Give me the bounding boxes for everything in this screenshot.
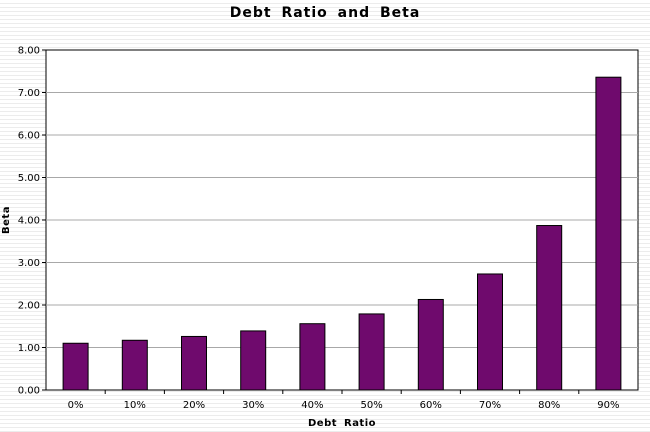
y-tick-label: 5.00 (18, 173, 40, 184)
bars (62, 76, 622, 391)
bar-50% (358, 313, 385, 391)
x-tick-label: 70% (479, 400, 501, 411)
bar-30% (240, 330, 267, 391)
bar-80% (536, 225, 563, 391)
y-tick-label: 4.00 (18, 216, 40, 227)
bar-40% (299, 323, 326, 391)
x-tick-label: 60% (420, 400, 442, 411)
y-axis-title: Beta (1, 206, 12, 234)
x-axis-title: Debt Ratio (308, 418, 376, 429)
y-tick-label: 6.00 (18, 131, 40, 142)
x-tick-label: 50% (360, 400, 382, 411)
chart-title: Debt Ratio and Beta (229, 5, 421, 21)
x-tick-label: 10% (124, 400, 146, 411)
y-axis-ticks: 0.00 1.00 2.00 3.00 4.00 5.00 6.00 7.00 8.00 (18, 46, 46, 397)
y-tick-label: 8.00 (18, 46, 40, 57)
x-tick-label: 90% (597, 400, 619, 411)
x-tick-label: 80% (538, 400, 560, 411)
y-tick-label: 0.00 (18, 386, 40, 397)
bar-20% (181, 335, 207, 391)
y-tick-label: 1.00 (18, 343, 40, 354)
x-tick-label: 40% (301, 400, 323, 411)
bar-90% (595, 76, 622, 391)
x-tick-label: 0% (68, 400, 84, 411)
bar-10% (121, 339, 148, 391)
x-tick-label: 20% (183, 400, 205, 411)
bar-0% (62, 342, 89, 391)
bar-70% (477, 273, 503, 391)
x-tick-label: 30% (242, 400, 264, 411)
y-tick-label: 3.00 (18, 258, 40, 269)
y-tick-label: 7.00 (18, 88, 40, 99)
x-axis-ticks: 0% 10% 20% 30% 40% 50% 60% 70% 80% 90% (68, 390, 620, 411)
bar-60% (417, 298, 444, 391)
y-tick-label: 2.00 (18, 301, 40, 312)
